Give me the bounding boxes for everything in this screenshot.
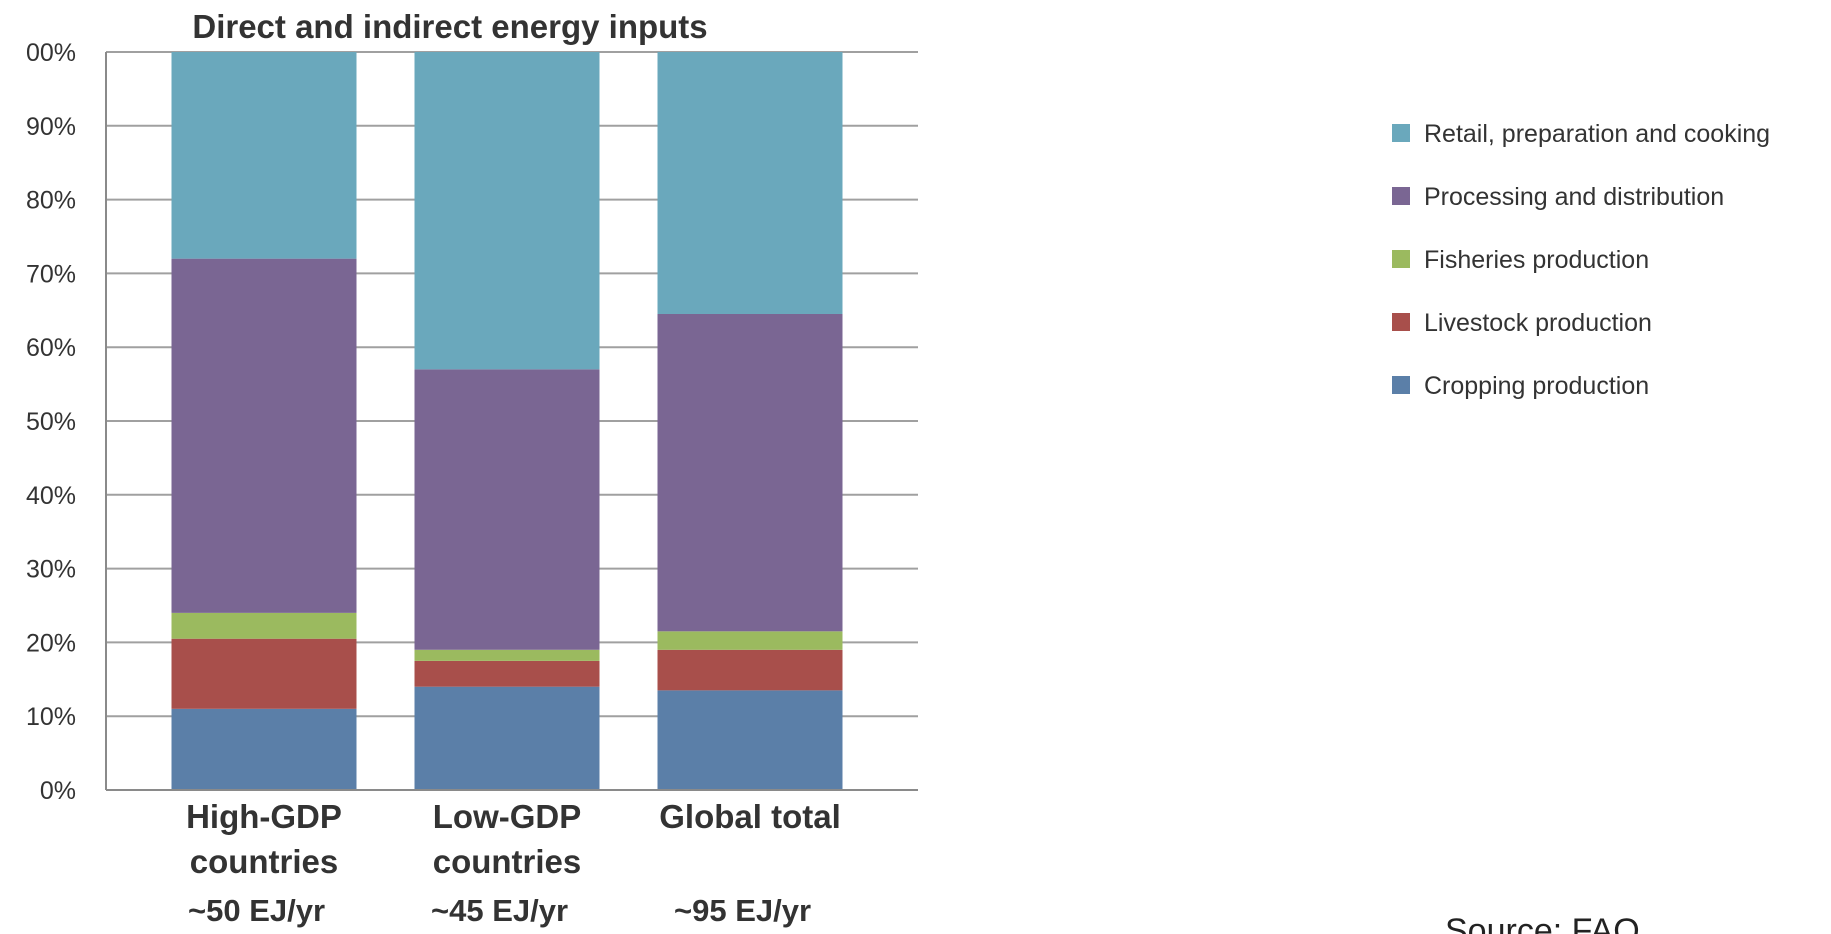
y-tick-label: 60% <box>26 334 76 362</box>
bar-segment-processing-and-distribution <box>657 313 843 632</box>
x-category-label: Low-GDP <box>433 798 581 835</box>
y-tick-label: 00% <box>26 39 76 67</box>
legend-label: Fisheries production <box>1424 246 1649 274</box>
y-tick-label: 0% <box>40 777 76 805</box>
bar-segment-retail-preparation-and-cooking <box>171 52 357 259</box>
energy-total-label: ~45 EJ/yr <box>431 893 568 928</box>
legend-label: Retail, preparation and cooking <box>1424 120 1770 148</box>
bar-segment-retail-preparation-and-cooking <box>657 52 843 314</box>
y-tick-label: 40% <box>26 482 76 510</box>
y-tick-label: 20% <box>26 629 76 657</box>
legend-swatch <box>1392 250 1410 268</box>
legend-swatch <box>1392 187 1410 205</box>
y-tick-label: 70% <box>26 260 76 288</box>
bar-segment-livestock-production <box>171 638 357 709</box>
axes <box>105 52 918 791</box>
legend-swatch <box>1392 313 1410 331</box>
bar-segment-processing-and-distribution <box>171 258 357 613</box>
bar-segment-processing-and-distribution <box>414 369 600 650</box>
bar-segment-retail-preparation-and-cooking <box>414 52 600 370</box>
bar-segment-fisheries-production <box>657 631 843 650</box>
y-tick-label: 30% <box>26 556 76 584</box>
y-tick-label: 50% <box>26 408 76 436</box>
bar-segment-cropping-production <box>171 708 357 790</box>
x-category-label: High-GDP <box>186 798 342 835</box>
legend-swatch <box>1392 376 1410 394</box>
bar-segment-fisheries-production <box>414 649 600 661</box>
chart-title: Direct and indirect energy inputs <box>192 8 707 45</box>
legend-label: Livestock production <box>1424 309 1652 337</box>
y-tick-label: 10% <box>26 703 76 731</box>
bar-segment-cropping-production <box>414 686 600 790</box>
legend-swatch <box>1392 124 1410 142</box>
x-category-label: Global total <box>659 798 841 835</box>
x-category-label: countries <box>433 843 582 880</box>
x-category-label: countries <box>190 843 339 880</box>
energy-total-label: ~50 EJ/yr <box>188 893 325 928</box>
bar-segment-cropping-production <box>657 690 843 790</box>
y-axis-ticks: 0% 10% 20% 30% 40% 50% 60% 70% 80% 90% 00% <box>26 39 76 805</box>
y-tick-label: 80% <box>26 187 76 215</box>
legend: Retail, preparation and cooking Processin… <box>1392 120 1770 400</box>
legend-label: Processing and distribution <box>1424 183 1724 211</box>
bar-segment-livestock-production <box>414 660 600 687</box>
y-tick-label: 90% <box>26 113 76 141</box>
x-axis-categories: High-GDP countries ~50 EJ/yr Low-GDP countri… <box>186 798 841 928</box>
bars <box>171 52 843 790</box>
energy-total-label: ~95 EJ/yr <box>674 893 811 928</box>
bar-segment-livestock-production <box>657 649 843 691</box>
source-note: Source: FAO <box>1445 912 1640 934</box>
bar-segment-fisheries-production <box>171 612 357 639</box>
legend-label: Cropping production <box>1424 372 1649 400</box>
